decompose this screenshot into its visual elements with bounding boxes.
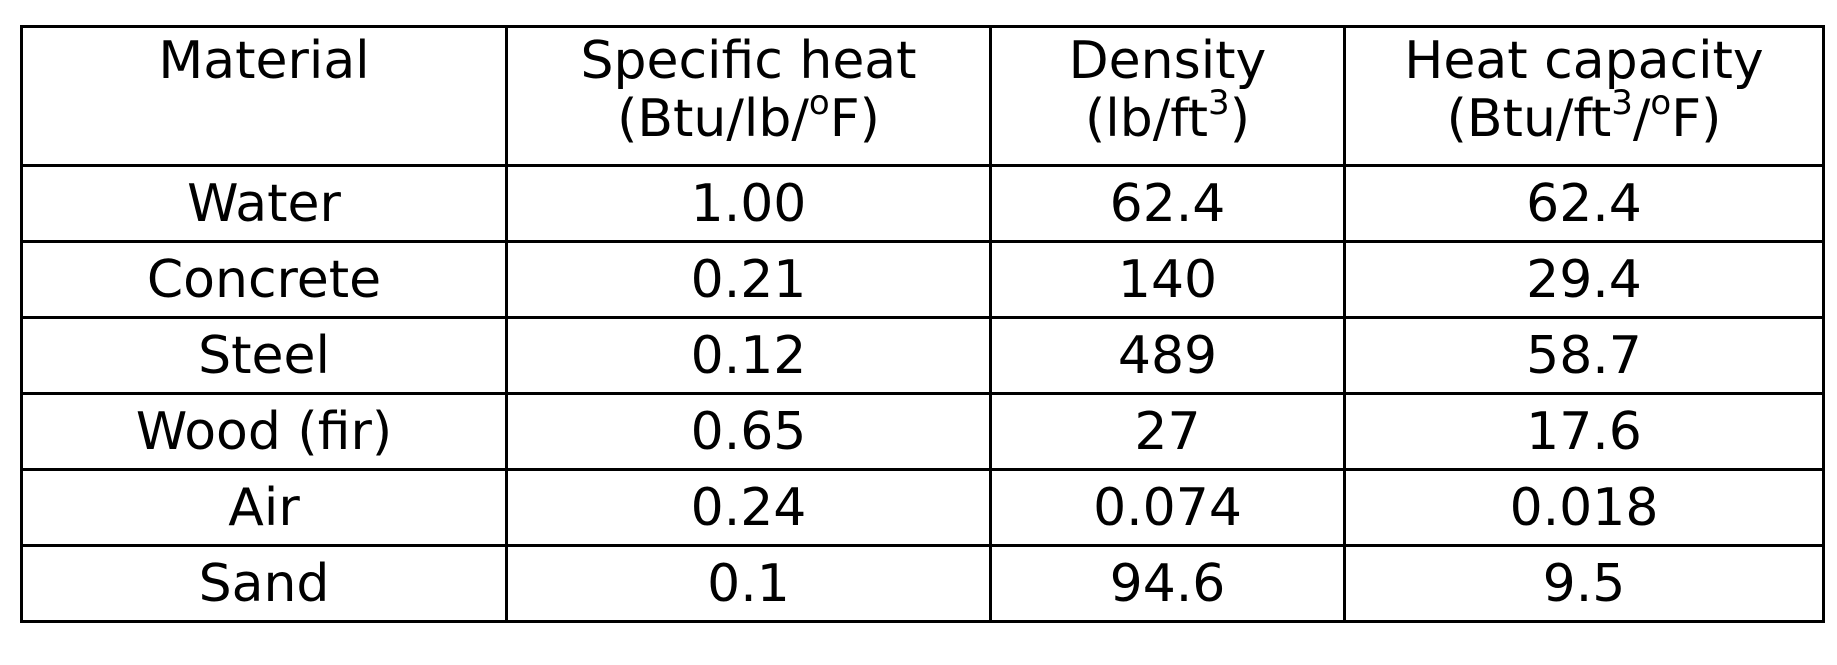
unit-superscript: o: [1650, 82, 1672, 123]
cell-material: Wood (fir): [20, 392, 508, 471]
header-material-label: Material: [158, 31, 370, 91]
unit-part: F): [829, 89, 880, 149]
unit-part: (lb/ft: [1085, 89, 1209, 149]
cell-density: 489: [989, 316, 1346, 395]
header-heat-capacity-unit: (Btu/ft3/oF): [1346, 86, 1822, 149]
table-row: Air 0.24 0.074 0.018: [20, 468, 1825, 547]
cell-material: Air: [20, 468, 508, 547]
cell-material: Steel: [20, 316, 508, 395]
table-row: Sand 0.1 94.6 9.5: [20, 544, 1825, 623]
unit-part: (Btu/ft: [1446, 89, 1612, 149]
cell-heat-capacity: 9.5: [1343, 544, 1825, 623]
header-specific-heat-label: Specific heat: [580, 31, 917, 91]
cell-density: 94.6: [989, 544, 1346, 623]
header-density-label: Density: [1068, 31, 1267, 91]
cell-density: 140: [989, 240, 1346, 319]
unit-superscript: o: [808, 82, 830, 123]
cell-density: 27: [989, 392, 1346, 471]
header-material: Material: [20, 25, 508, 167]
unit-part: F): [1671, 89, 1722, 149]
unit-superscript: 3: [1611, 82, 1633, 123]
cell-specific-heat: 0.65: [505, 392, 992, 471]
header-specific-heat-unit: (Btu/lb/oF): [508, 86, 989, 149]
header-density: Density (lb/ft3): [989, 25, 1346, 167]
header-density-unit: (lb/ft3): [992, 86, 1343, 149]
cell-heat-capacity: 0.018: [1343, 468, 1825, 547]
cell-specific-heat: 0.24: [505, 468, 992, 547]
cell-specific-heat: 0.12: [505, 316, 992, 395]
cell-heat-capacity: 62.4: [1343, 164, 1825, 243]
unit-superscript: 3: [1208, 82, 1230, 123]
header-heat-capacity-label: Heat capacity: [1404, 31, 1764, 91]
cell-specific-heat: 0.21: [505, 240, 992, 319]
unit-part: /: [1632, 89, 1651, 149]
cell-specific-heat: 0.1: [505, 544, 992, 623]
cell-heat-capacity: 17.6: [1343, 392, 1825, 471]
table-row: Wood (fir) 0.65 27 17.6: [20, 392, 1825, 471]
header-heat-capacity: Heat capacity (Btu/ft3/oF): [1343, 25, 1825, 167]
cell-specific-heat: 1.00: [505, 164, 992, 243]
cell-heat-capacity: 29.4: [1343, 240, 1825, 319]
cell-heat-capacity: 58.7: [1343, 316, 1825, 395]
table-row: Steel 0.12 489 58.7: [20, 316, 1825, 395]
unit-part: ): [1229, 89, 1250, 149]
header-specific-heat: Specific heat (Btu/lb/oF): [505, 25, 992, 167]
table-row: Water 1.00 62.4 62.4: [20, 164, 1825, 243]
unit-part: (Btu/lb/: [617, 89, 809, 149]
table-row: Concrete 0.21 140 29.4: [20, 240, 1825, 319]
cell-density: 62.4: [989, 164, 1346, 243]
cell-density: 0.074: [989, 468, 1346, 547]
cell-material: Sand: [20, 544, 508, 623]
cell-material: Water: [20, 164, 508, 243]
cell-material: Concrete: [20, 240, 508, 319]
header-row: Material Specific heat (Btu/lb/oF) Densi…: [20, 25, 1825, 167]
material-properties-table: Material Specific heat (Btu/lb/oF) Densi…: [20, 25, 1825, 623]
